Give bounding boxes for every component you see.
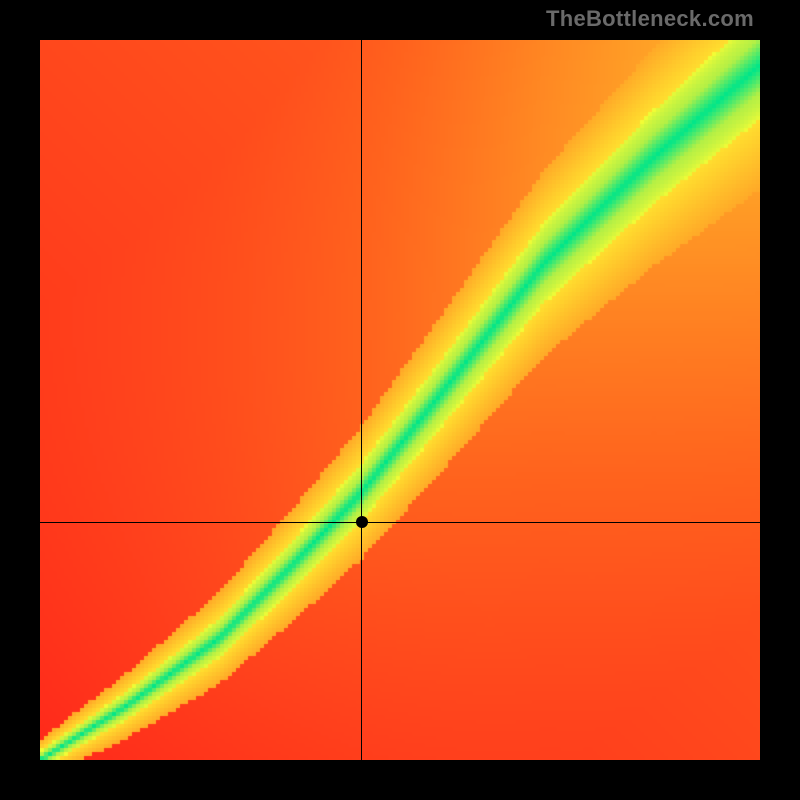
watermark-text: TheBottleneck.com [546, 6, 754, 32]
crosshair-vertical [361, 40, 362, 760]
frame-bottom [0, 760, 800, 800]
frame-right [760, 40, 800, 760]
crosshair-horizontal [40, 522, 760, 523]
frame-left [0, 40, 40, 760]
heatmap-canvas [40, 40, 760, 760]
chart-container: TheBottleneck.com [0, 0, 800, 800]
